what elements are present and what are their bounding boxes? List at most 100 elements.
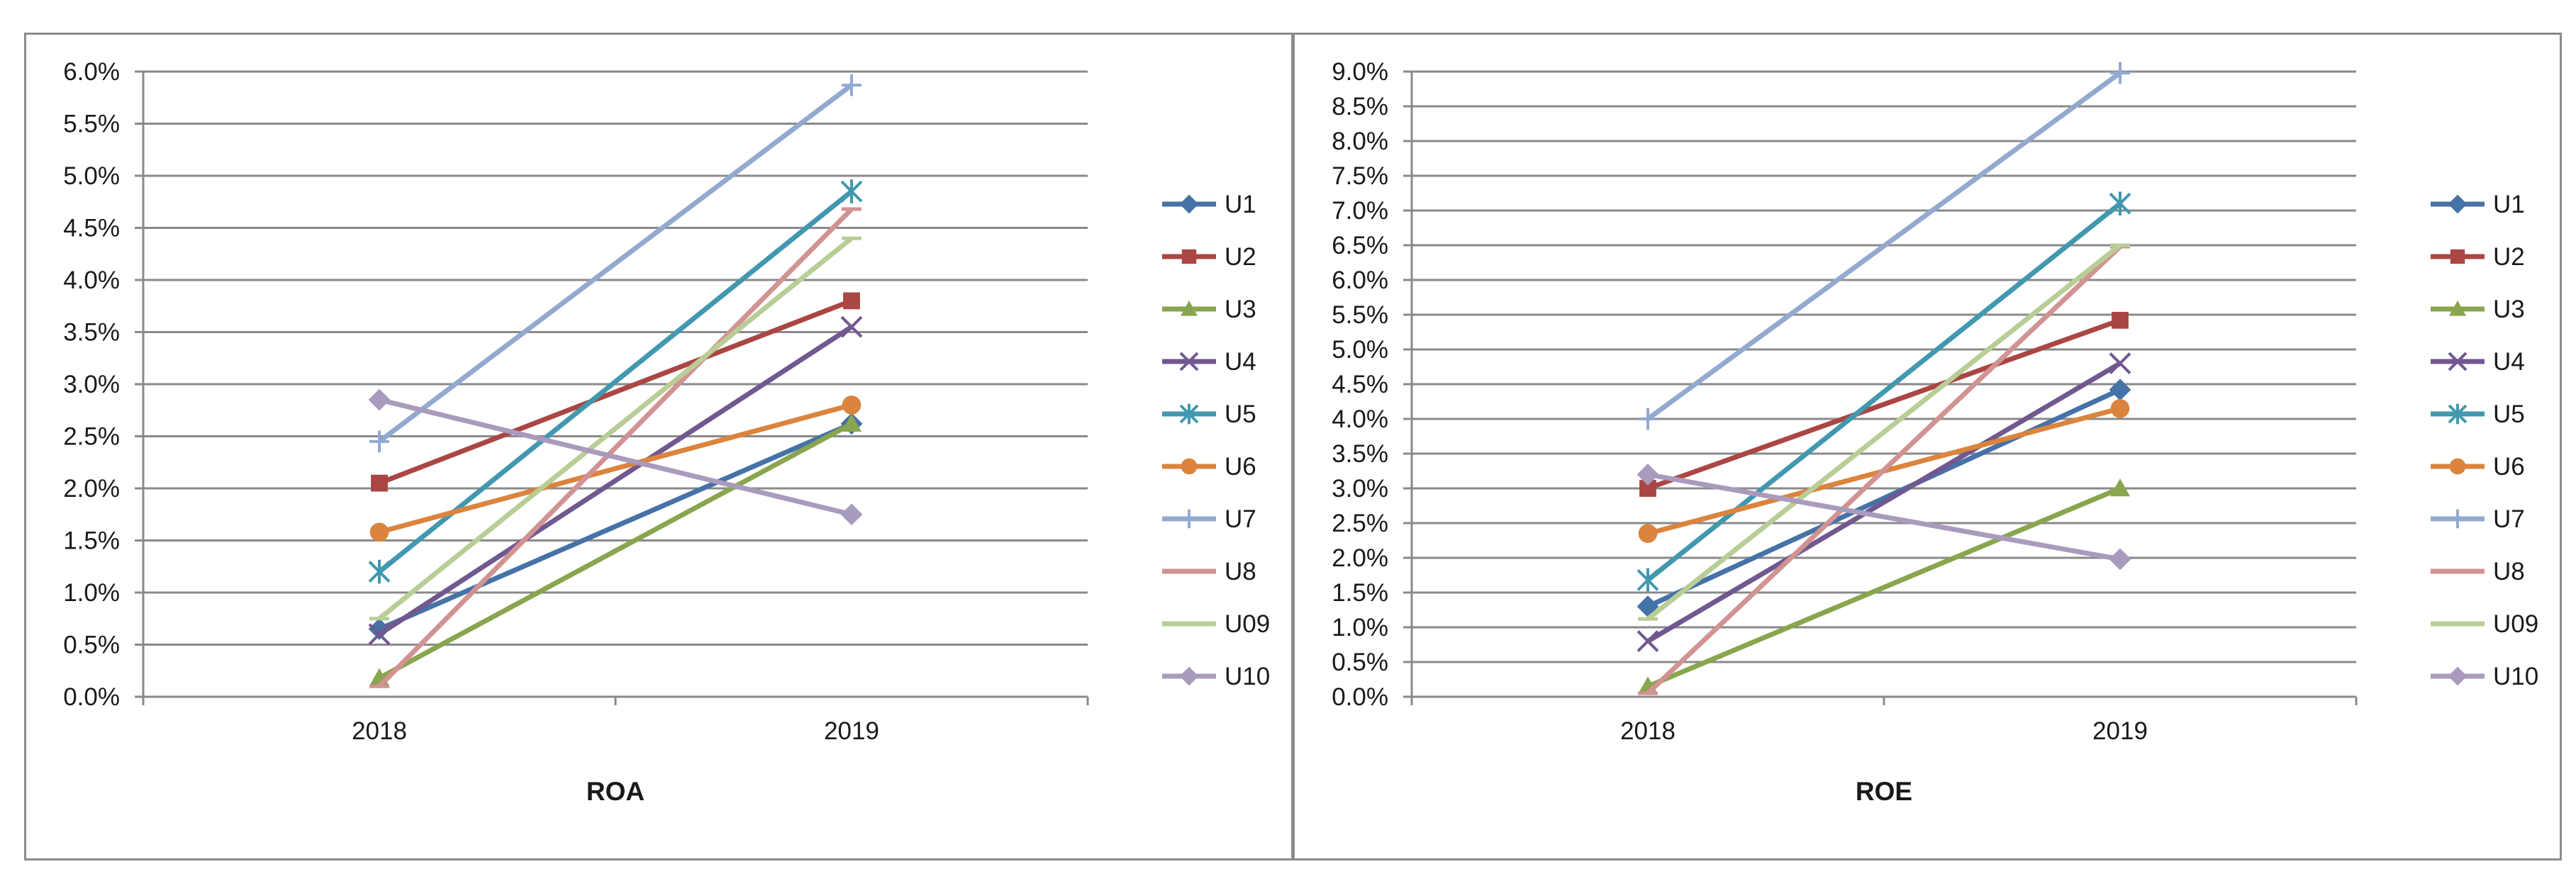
roa-legend-marker (1181, 509, 1198, 529)
roe-legend-item: U8 (2431, 558, 2525, 585)
roa-series-u7-point (842, 74, 862, 96)
roa-series-u2-point (371, 474, 388, 492)
roe-legend-label: U7 (2493, 505, 2525, 533)
roe-series-u4-point (2109, 352, 2131, 375)
roe-series-u7-line (1646, 71, 2122, 421)
roe-legend: U1 U2 U3 U4 U5 U6 U7 U8 U09 U10 (2431, 191, 2538, 690)
roe-y-tick-label: 5.5% (1332, 301, 1388, 329)
roe-series-u7-point (2110, 62, 2130, 84)
roe-legend-label: U09 (2493, 610, 2538, 638)
roa-y-tick-label: 2.0% (63, 475, 120, 503)
roe-series-u1-point (2109, 378, 2131, 401)
roa-series-u2 (371, 292, 860, 492)
roa-chart-panel: 0.0% 0.5% 1.0% 1.5% 2.0% 2.5% 3.0% 3.5% 4.0% 4.5%… (24, 33, 1293, 860)
roa-series-u10 (368, 388, 863, 526)
roe-y-tick-label: 0.0% (1332, 683, 1388, 711)
roe-legend-item: U2 (2431, 243, 2525, 271)
roa-x-axis-title: ROA (586, 777, 645, 806)
roa-series-u2-line (378, 298, 853, 486)
roa-series-u5-line (377, 189, 854, 574)
roa-series-u09-line (377, 236, 854, 621)
roe-x-axis-title: ROE (1856, 777, 1912, 806)
roe-gridlines (1403, 70, 2356, 698)
roa-y-tick-label: 0.0% (63, 683, 120, 711)
roa-series-u8-line (377, 207, 854, 688)
roe-series-u7-point (1638, 408, 1658, 430)
roa-series-u5-point (840, 179, 863, 203)
roa-legend-label: U10 (1225, 663, 1270, 690)
roa-y-tick-label: 5.5% (63, 111, 120, 138)
roe-legend-marker (2448, 666, 2468, 686)
roe-y-tick-label: 7.5% (1332, 162, 1388, 190)
roe-series-u09-line (1646, 243, 2122, 621)
roa-legend-marker (1179, 666, 1199, 686)
roa-y-tick-label: 2.5% (63, 423, 120, 451)
roe-y-tick-label: 2.5% (1332, 510, 1388, 537)
roe-y-tick-label: 6.0% (1332, 267, 1388, 294)
roe-legend-label: U1 (2493, 191, 2525, 218)
roa-x-tick-label: 2019 (824, 717, 879, 745)
roe-legend-label: U10 (2493, 663, 2538, 690)
roe-legend-label: U6 (2493, 453, 2525, 481)
roe-legend-label: U3 (2493, 296, 2525, 323)
roe-legend-item: U3 (2431, 296, 2525, 323)
roa-y-tick-label: 5.0% (63, 162, 120, 190)
roe-y-tick-label: 1.0% (1332, 614, 1388, 641)
roe-y-tick-label: 1.5% (1332, 579, 1388, 607)
roe-y-tick-label: 8.0% (1332, 128, 1388, 155)
roa-legend-label: U5 (1225, 400, 1256, 428)
roe-series-u2-point (2112, 311, 2129, 329)
roe-series-u10-point (2109, 548, 2131, 571)
roa-legend-marker (1179, 403, 1199, 425)
roa-legend-marker (1181, 301, 1198, 316)
roe-legend-marker (2449, 458, 2466, 475)
roe-legend-marker (2449, 509, 2466, 529)
roe-chart-panel: 0.0% 0.5% 1.0% 1.5% 2.0% 2.5% 3.0% 3.5% 4.0% 4.5%… (1293, 33, 2562, 860)
roa-x-tick-label: 2018 (352, 717, 407, 745)
roa-y-tick-label: 0.5% (63, 632, 120, 659)
roe-y-tick-label: 7.0% (1332, 197, 1388, 225)
roa-legend-item: U7 (1162, 505, 1256, 533)
roe-series-u3-point (2110, 478, 2130, 497)
roe-series-u5-line (1646, 201, 2122, 583)
roa-series-u4-point (368, 623, 391, 646)
roe-legend-marker (2449, 301, 2466, 316)
roe-legend-item: U6 (2431, 453, 2525, 481)
roe-y-tick-label: 8.5% (1332, 93, 1388, 120)
roe-series-u1 (1637, 378, 2131, 618)
roa-legend-item: U4 (1162, 348, 1256, 376)
roa-series-u6-line (379, 403, 852, 535)
roe-series-u2-point (1639, 480, 1656, 497)
roe-legend-label: U4 (2493, 348, 2525, 376)
roe-legend-item: U10 (2431, 663, 2538, 690)
roa-y-tick-label: 3.5% (63, 319, 120, 347)
roe-y-tick-label: 4.5% (1332, 371, 1388, 398)
roa-y-tick-label: 3.0% (63, 371, 120, 398)
roa-legend-label: U2 (1225, 243, 1256, 271)
roa-series-u09 (369, 236, 862, 621)
roa-legend-item: U09 (1162, 610, 1270, 638)
roe-y-tick-label: 4.0% (1332, 405, 1388, 433)
roa-series-u5-point (368, 559, 391, 584)
roe-chart: 0.0% 0.5% 1.0% 1.5% 2.0% 2.5% 3.0% 3.5% 4.0% 4.5%… (1332, 58, 2538, 806)
roe-series-u8-line (1646, 245, 2122, 695)
roa-series-u6-point (369, 522, 389, 542)
roa-series-u7-point (369, 430, 389, 453)
roe-legend-marker (2448, 352, 2468, 371)
roe-legend-item: U1 (2431, 191, 2525, 218)
roe-x-tick-label: 2019 (2092, 717, 2148, 745)
roa-legend-label: U6 (1225, 453, 1256, 481)
roe-series-u5-point (1637, 568, 1659, 593)
roe-legend-item: U09 (2431, 610, 2538, 638)
roa-series-u5 (368, 179, 863, 584)
roa-y-tick-label: 6.0% (63, 58, 120, 86)
roa-legend-item: U3 (1162, 296, 1256, 323)
roe-legend-item: U4 (2431, 348, 2525, 376)
roa-legend-marker (1181, 249, 1197, 264)
roa-chart: 0.0% 0.5% 1.0% 1.5% 2.0% 2.5% 3.0% 3.5% 4.0% 4.5%… (63, 58, 1270, 806)
roe-legend-marker (2450, 249, 2465, 264)
roa-legend-item: U5 (1162, 400, 1256, 428)
roe-y-axis-ticks: 0.0% 0.5% 1.0% 1.5% 2.0% 2.5% 3.0% 3.5% 4.0% 4.5%… (1332, 58, 1388, 711)
roa-series-u7 (369, 74, 862, 453)
roa-series-u8 (369, 207, 862, 688)
